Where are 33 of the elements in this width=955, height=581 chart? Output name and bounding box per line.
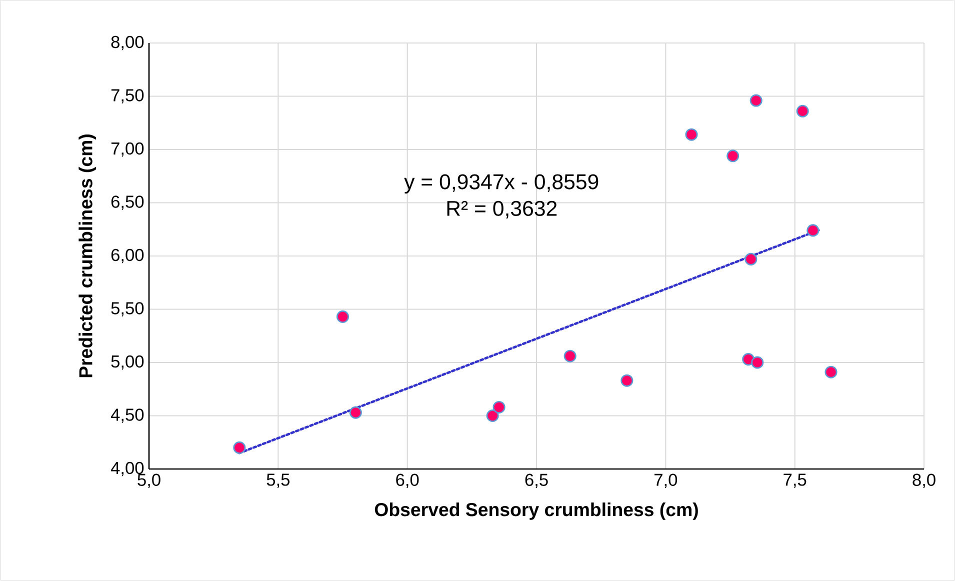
y-axis-title: Predicted crumbliness (cm) bbox=[78, 134, 96, 378]
point bbox=[486, 409, 499, 422]
y-tick-label: 6,00 bbox=[111, 248, 144, 264]
point bbox=[750, 94, 762, 107]
point bbox=[744, 252, 758, 266]
y-tick-label: 4,50 bbox=[110, 408, 144, 423]
y-tick-label: 7,50 bbox=[111, 89, 144, 104]
point bbox=[349, 406, 362, 419]
point bbox=[492, 400, 506, 414]
y-tick-label: 8,00 bbox=[111, 36, 144, 50]
y-tick-label: 7,00 bbox=[111, 142, 144, 157]
x-axis-title: Observed Sensory crumbliness (cm) bbox=[374, 502, 698, 520]
point bbox=[564, 350, 576, 362]
x-tick-label: 6,0 bbox=[396, 474, 419, 488]
point bbox=[806, 224, 820, 237]
y-tick-label: 5,50 bbox=[111, 302, 144, 316]
point bbox=[726, 150, 740, 162]
point bbox=[336, 310, 350, 323]
x-tick-label: 6,5 bbox=[525, 474, 548, 488]
annotation: R² = 0,3632 bbox=[447, 200, 557, 218]
y-tick-label: 5,00 bbox=[111, 355, 144, 370]
point bbox=[620, 374, 634, 387]
point bbox=[685, 128, 698, 141]
point bbox=[233, 441, 246, 454]
annotation: y = 0,9347x - 0,8559 bbox=[404, 174, 598, 194]
point bbox=[751, 356, 764, 369]
point bbox=[824, 366, 838, 378]
x-tick-label: 5,5 bbox=[266, 474, 290, 488]
x-tick-label: 8,0 bbox=[912, 474, 936, 488]
x-tick-label: 7,0 bbox=[654, 474, 678, 488]
y-tick-label: 6,50 bbox=[111, 196, 144, 210]
point bbox=[796, 104, 809, 118]
x-tick-label: 7,5 bbox=[784, 474, 806, 488]
